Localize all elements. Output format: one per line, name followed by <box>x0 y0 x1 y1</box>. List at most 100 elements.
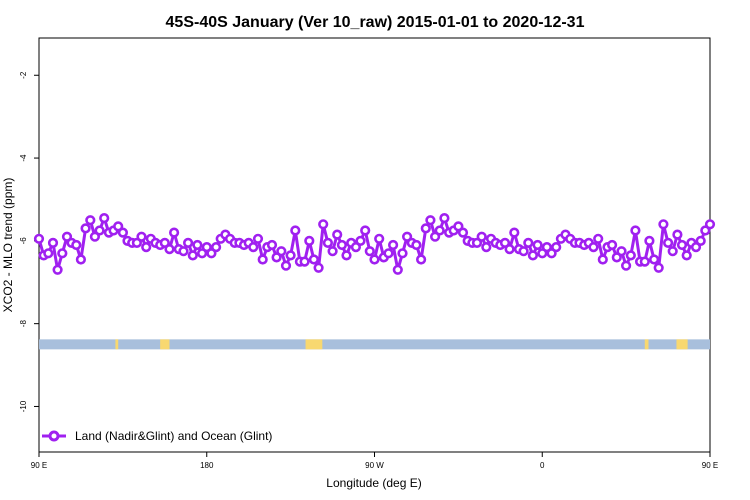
data-point <box>420 223 431 234</box>
data-point <box>327 246 338 257</box>
data-point <box>457 227 469 238</box>
data-point <box>89 231 100 242</box>
data-point <box>374 233 385 244</box>
data-point <box>532 239 543 251</box>
x-tick-label: 90 E <box>702 461 718 470</box>
data-point <box>248 242 259 253</box>
x-tick-label: 180 <box>200 461 214 470</box>
data-point <box>304 235 315 246</box>
data-point <box>197 248 208 259</box>
data-point <box>187 250 198 261</box>
data-point <box>183 237 194 248</box>
data-point <box>117 227 128 238</box>
data-point <box>169 227 180 238</box>
data-point <box>593 233 604 244</box>
data-point <box>308 254 320 265</box>
data-point <box>113 221 124 232</box>
data-point <box>667 246 678 257</box>
data-point <box>383 248 394 259</box>
data-point <box>676 239 688 251</box>
data-point <box>266 239 278 251</box>
data-point <box>75 254 86 265</box>
x-tick-label: 90 E <box>31 461 47 470</box>
data-point <box>164 244 175 255</box>
data-point <box>136 231 147 242</box>
data-point <box>322 237 334 248</box>
data-point <box>94 225 105 236</box>
data-point <box>504 244 515 255</box>
data-point <box>33 233 45 244</box>
x-tick-label: 0 <box>540 461 545 470</box>
x-axis: 90 E 180 90 W 0 90 E <box>31 452 718 470</box>
data-point <box>616 246 627 257</box>
data-point <box>360 225 371 236</box>
data-point <box>620 260 632 271</box>
data-point <box>364 246 375 257</box>
data-point <box>611 252 622 263</box>
data-point <box>280 260 292 271</box>
data-point <box>99 213 110 224</box>
data-point <box>439 213 450 224</box>
data-point <box>648 254 660 265</box>
data-point <box>252 233 264 244</box>
data-point <box>606 239 618 251</box>
data-point <box>476 231 487 242</box>
data-point <box>527 250 539 261</box>
legend-label: Land (Nadir&Glint) and Ocean (Glint) <box>75 429 272 443</box>
data-point <box>47 237 59 248</box>
data-point <box>481 242 492 253</box>
data-point <box>639 256 650 267</box>
data-point <box>551 242 562 253</box>
y-tick-label: -8 <box>19 320 28 328</box>
data-point <box>71 239 82 251</box>
land-segment <box>160 339 170 350</box>
data-point <box>630 225 641 236</box>
land-segment <box>115 339 119 350</box>
data-point <box>192 239 203 251</box>
data-point <box>681 250 692 261</box>
data-point <box>588 242 599 253</box>
data-point <box>178 246 189 257</box>
data-point <box>369 254 380 265</box>
series-land-ocean <box>33 213 716 275</box>
legend: Land (Nadir&Glint) and Ocean (Glint) <box>42 429 272 443</box>
data-point <box>332 229 343 240</box>
data-point <box>402 231 413 242</box>
data-point <box>690 242 702 253</box>
y-tick-label: -10 <box>19 400 28 412</box>
land-ocean-strip <box>39 339 710 350</box>
data-point <box>597 254 608 265</box>
land-segment <box>305 339 323 350</box>
data-point <box>653 262 664 273</box>
data-point <box>290 225 301 236</box>
data-point <box>318 219 329 230</box>
data-point <box>285 250 296 261</box>
data-point <box>271 252 282 263</box>
x-axis-label: Longitude (deg E) <box>326 476 421 490</box>
y-tick-label: -4 <box>19 154 28 162</box>
data-point <box>471 237 483 248</box>
data-point <box>341 250 352 261</box>
data-point <box>299 256 310 267</box>
data-point <box>57 248 68 259</box>
chart-title: 45S-40S January (Ver 10_raw) 2015-01-01 … <box>166 14 585 31</box>
data-point <box>85 215 96 226</box>
data-point <box>434 225 445 236</box>
data-point <box>509 227 520 238</box>
land-segment <box>676 339 688 350</box>
y-tick-label: -2 <box>19 71 28 79</box>
legend-marker <box>48 430 60 442</box>
data-point <box>52 264 63 275</box>
data-point <box>672 229 683 240</box>
data-point <box>392 264 403 275</box>
data-point <box>704 219 716 230</box>
data-point <box>313 262 324 273</box>
data-point <box>388 239 399 251</box>
data-point <box>523 237 534 248</box>
data-point <box>625 250 636 261</box>
data-point <box>206 248 217 259</box>
data-point <box>541 242 553 253</box>
data-point <box>336 239 348 251</box>
data-point <box>416 254 427 265</box>
